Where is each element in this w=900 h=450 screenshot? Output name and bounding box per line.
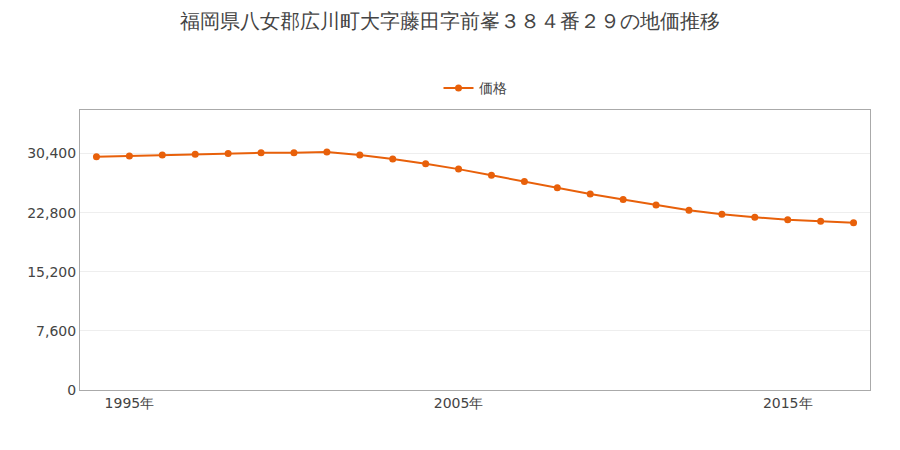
svg-text:2005年: 2005年 [434,395,484,411]
svg-text:15,200: 15,200 [27,264,76,280]
svg-text:福岡県八女郡広川町大字藤田字前峯３８４番２９の地価推移: 福岡県八女郡広川町大字藤田字前峯３８４番２９の地価推移 [180,9,720,33]
svg-text:30,400: 30,400 [27,145,76,161]
svg-text:1995年: 1995年 [105,395,155,411]
svg-text:7,600: 7,600 [36,323,76,339]
svg-text:2015年: 2015年 [763,395,813,411]
svg-text:0: 0 [67,382,76,398]
svg-text:22,800: 22,800 [27,205,76,221]
svg-text:価格: 価格 [479,80,507,96]
